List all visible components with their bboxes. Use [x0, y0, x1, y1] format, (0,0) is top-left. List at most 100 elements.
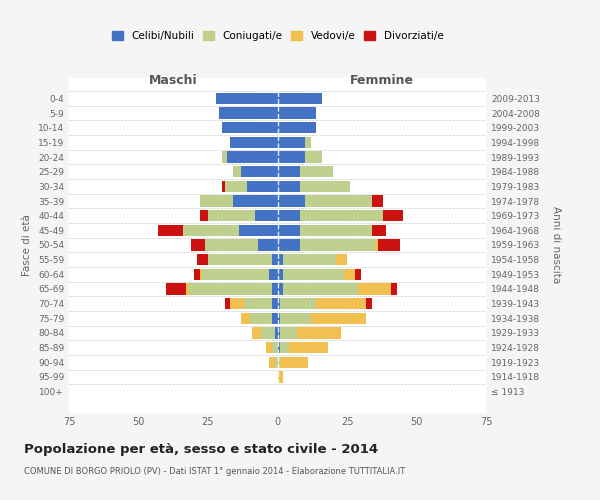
Bar	[277, 254, 283, 266]
Bar	[277, 166, 300, 177]
Bar	[300, 224, 372, 236]
Bar	[283, 254, 336, 266]
Bar	[277, 196, 305, 206]
Bar	[239, 224, 277, 236]
Bar	[241, 312, 250, 324]
Bar	[275, 327, 277, 338]
Bar	[280, 342, 289, 353]
Bar	[305, 152, 322, 163]
Bar	[200, 196, 233, 206]
Bar	[277, 312, 280, 324]
Bar	[233, 196, 277, 206]
Bar	[391, 284, 397, 294]
Bar	[300, 180, 350, 192]
Bar	[277, 284, 283, 294]
Text: Popolazione per età, sesso e stato civile - 2014: Popolazione per età, sesso e stato civil…	[24, 442, 378, 456]
Bar	[224, 298, 230, 310]
Bar	[372, 224, 386, 236]
Bar	[272, 342, 277, 353]
Bar	[186, 284, 188, 294]
Bar	[372, 196, 383, 206]
Bar	[280, 356, 308, 368]
Legend: Celibi/Nubili, Coniugati/e, Vedovi/e, Divorziati/e: Celibi/Nubili, Coniugati/e, Vedovi/e, Di…	[112, 31, 443, 41]
Bar	[272, 254, 277, 266]
Bar	[205, 240, 258, 250]
Y-axis label: Anni di nascita: Anni di nascita	[551, 206, 561, 284]
Text: COMUNE DI BORGO PRIOLO (PV) - Dati ISTAT 1° gennaio 2014 - Elaborazione TUTTITAL: COMUNE DI BORGO PRIOLO (PV) - Dati ISTAT…	[24, 468, 405, 476]
Bar	[222, 180, 224, 192]
Bar	[200, 268, 202, 280]
Bar	[269, 268, 277, 280]
Bar	[377, 240, 400, 250]
Bar	[222, 122, 277, 134]
Bar	[222, 152, 227, 163]
Bar	[272, 312, 277, 324]
Bar	[300, 166, 333, 177]
Bar	[300, 210, 383, 222]
Bar	[255, 210, 277, 222]
Bar	[277, 108, 316, 119]
Bar	[244, 298, 272, 310]
Bar	[277, 298, 280, 310]
Bar	[183, 224, 239, 236]
Bar	[208, 254, 272, 266]
Bar	[277, 371, 283, 382]
Bar	[269, 356, 275, 368]
Bar	[272, 284, 277, 294]
Bar	[277, 224, 300, 236]
Bar	[277, 342, 280, 353]
Bar	[191, 240, 205, 250]
Bar	[277, 180, 300, 192]
Bar	[233, 166, 241, 177]
Bar	[283, 268, 344, 280]
Bar	[277, 122, 316, 134]
Text: Femmine: Femmine	[350, 74, 414, 88]
Bar	[289, 342, 328, 353]
Bar	[280, 327, 297, 338]
Bar	[241, 166, 277, 177]
Bar	[197, 254, 208, 266]
Bar	[272, 298, 277, 310]
Bar	[277, 152, 305, 163]
Bar	[253, 327, 261, 338]
Bar	[297, 327, 341, 338]
Bar	[258, 240, 277, 250]
Text: Maschi: Maschi	[149, 74, 197, 88]
Bar	[208, 210, 255, 222]
Bar	[202, 268, 269, 280]
Bar	[358, 284, 391, 294]
Bar	[277, 268, 283, 280]
Bar	[275, 356, 277, 368]
Bar	[230, 298, 244, 310]
Bar	[277, 210, 300, 222]
Bar	[166, 284, 186, 294]
Bar	[277, 356, 280, 368]
Bar	[383, 210, 403, 222]
Bar	[217, 92, 277, 104]
Bar	[224, 180, 247, 192]
Bar	[311, 312, 367, 324]
Bar	[250, 312, 272, 324]
Bar	[305, 196, 372, 206]
Bar	[300, 240, 375, 250]
Bar	[280, 298, 316, 310]
Bar	[305, 136, 311, 148]
Bar	[266, 342, 272, 353]
Bar	[219, 108, 277, 119]
Bar	[367, 298, 372, 310]
Bar	[375, 240, 377, 250]
Bar	[277, 136, 305, 148]
Bar	[316, 298, 367, 310]
Bar	[261, 327, 275, 338]
Bar	[194, 268, 200, 280]
Bar	[277, 240, 300, 250]
Bar	[283, 284, 358, 294]
Bar	[247, 180, 277, 192]
Bar	[227, 152, 277, 163]
Bar	[277, 92, 322, 104]
Bar	[280, 312, 311, 324]
Bar	[344, 268, 355, 280]
Bar	[188, 284, 272, 294]
Bar	[277, 327, 280, 338]
Bar	[200, 210, 208, 222]
